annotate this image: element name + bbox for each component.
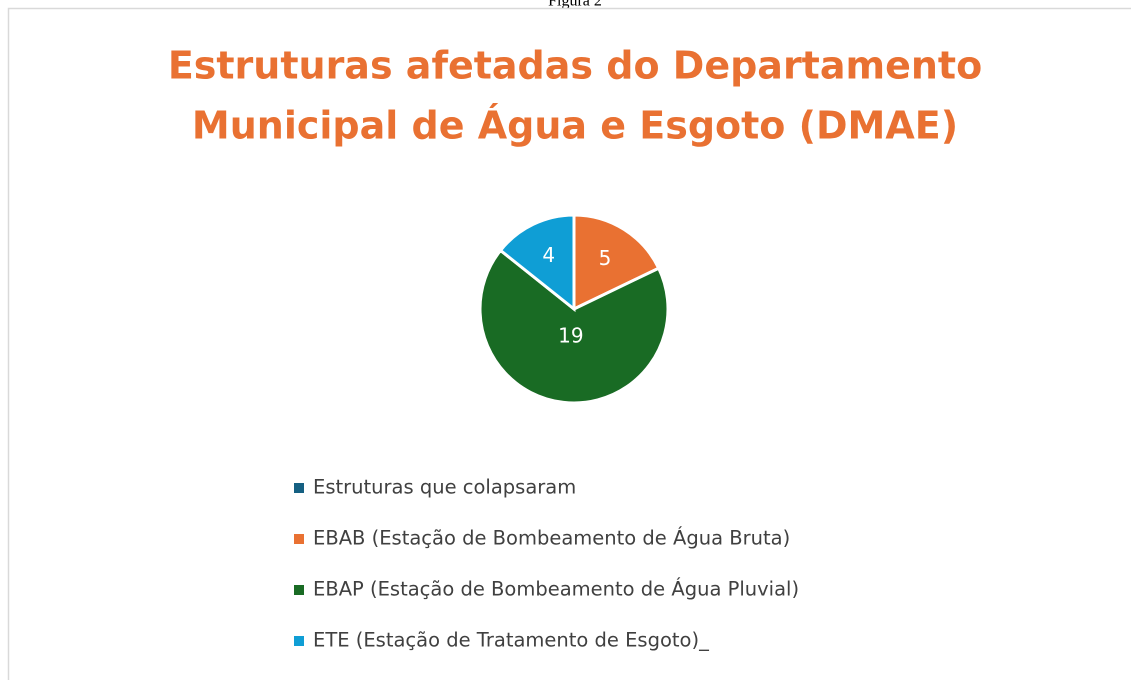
- data-label: 4: [542, 243, 555, 267]
- legend-label: EBAB (Estação de Bombeamento de Água Bru…: [313, 527, 790, 550]
- legend-swatch: [294, 534, 304, 544]
- pie-slice: [498, 213, 576, 313]
- legend-label: Estruturas que colapsaram: [313, 476, 576, 499]
- chart-title: Estruturas afetadas do Departamento: [168, 44, 982, 88]
- data-label: 19: [558, 324, 583, 348]
- legend-label: EBAP (Estação de Bombeamento de Água Plu…: [313, 578, 799, 601]
- legend-swatch: [294, 585, 304, 595]
- legend-swatch: [294, 483, 304, 493]
- legend-label: ETE (Estação de Tratamento de Esgoto)_: [313, 629, 709, 652]
- caption: Figura 2: [548, 0, 602, 10]
- chart-title: Municipal de Água e Esgoto (DMAE): [192, 104, 958, 148]
- legend-swatch: [294, 636, 304, 646]
- pie-slice: [572, 213, 661, 312]
- data-label: 5: [599, 246, 612, 270]
- pie-slice: [478, 248, 670, 405]
- chart-border: [7, 7, 1131, 680]
